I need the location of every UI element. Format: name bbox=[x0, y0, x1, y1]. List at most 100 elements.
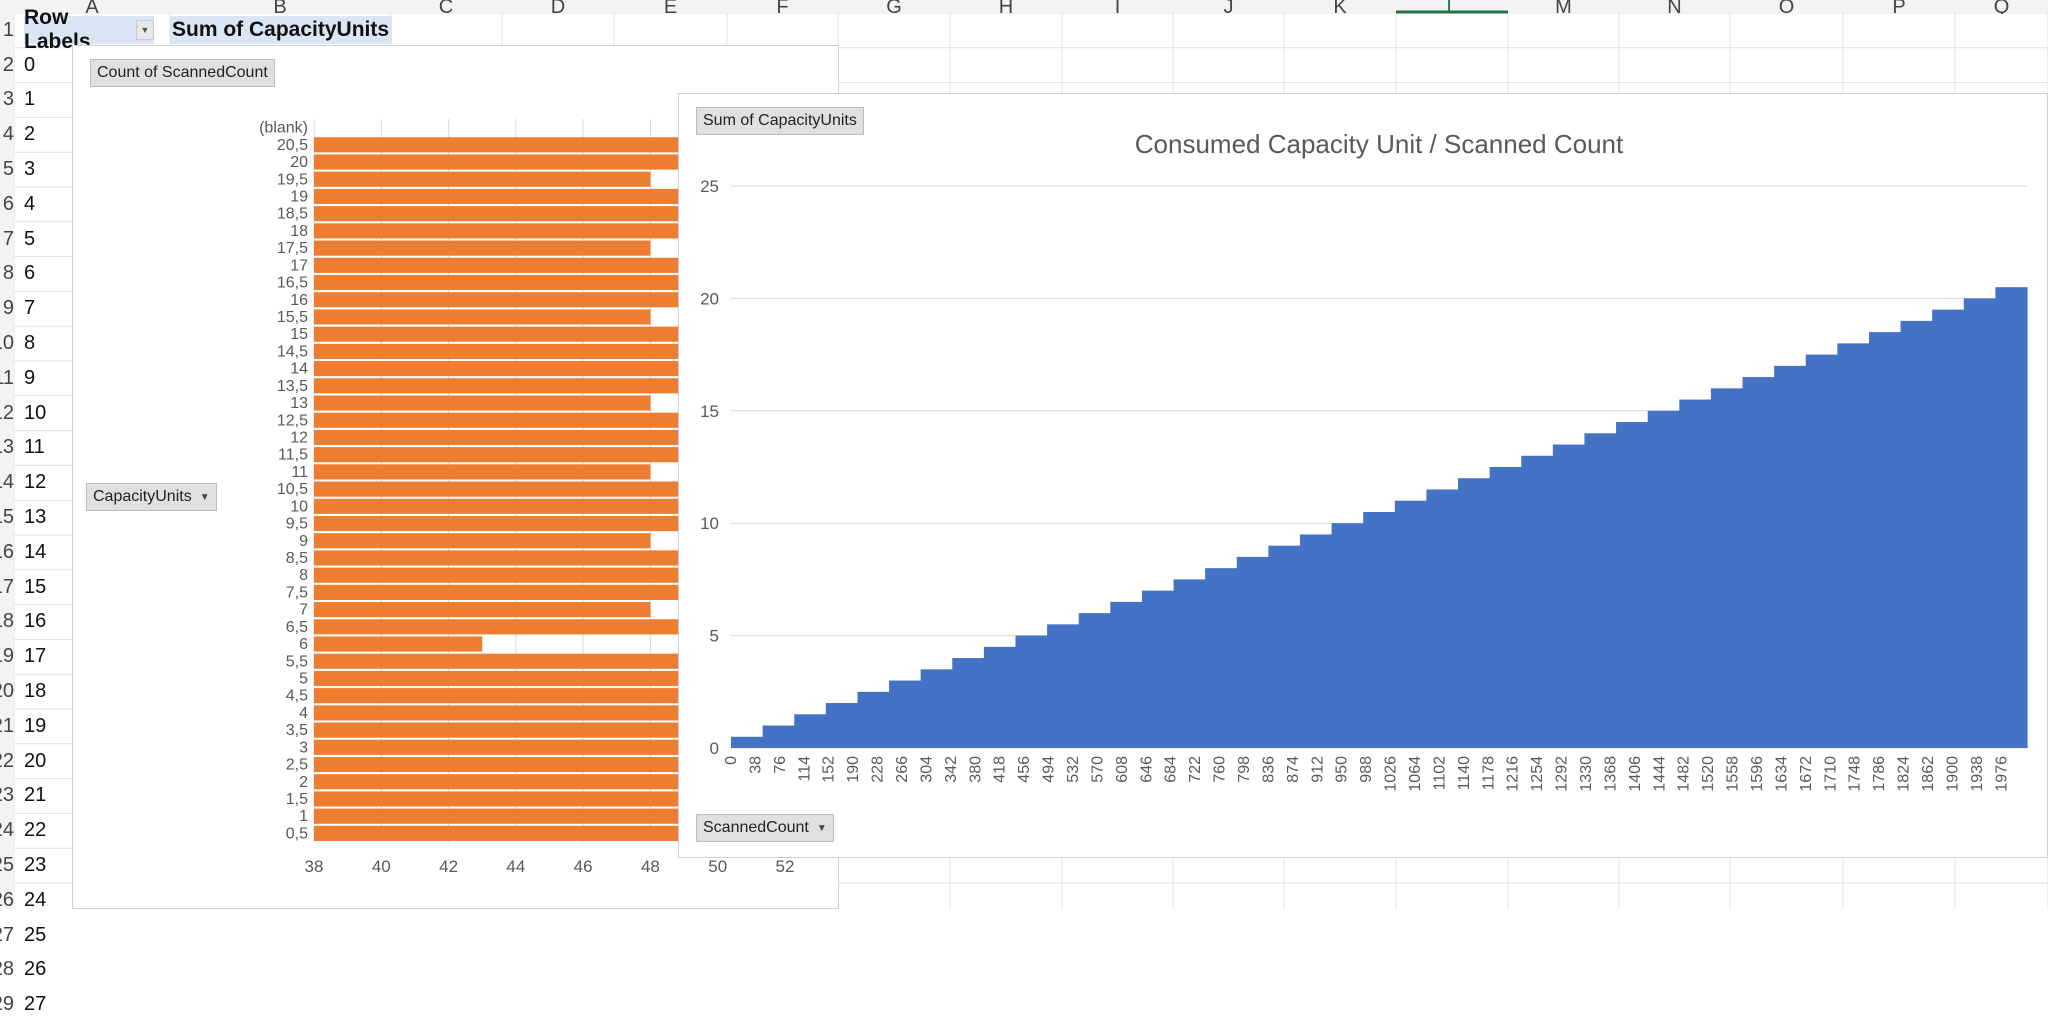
pivot-row-label[interactable]: 13 bbox=[24, 506, 47, 529]
x-tick-label: 114 bbox=[796, 756, 813, 782]
filter-dropdown-icon[interactable]: ▼ bbox=[135, 20, 154, 40]
x-tick-label: 1444 bbox=[1651, 756, 1668, 792]
area-step-25 bbox=[1521, 455, 1554, 748]
row-header[interactable]: 24 bbox=[0, 819, 14, 842]
row-header[interactable]: 29 bbox=[0, 993, 14, 1016]
pivot-sum-header[interactable]: Sum of CapacityUnits bbox=[170, 16, 392, 44]
pivot-row-label[interactable]: 8 bbox=[24, 332, 36, 355]
bar-5,5 bbox=[314, 653, 685, 669]
row-header[interactable]: 5 bbox=[2, 158, 14, 181]
category-tick-label: 8,5 bbox=[286, 550, 308, 567]
column-header-a[interactable]: A bbox=[85, 0, 99, 14]
pivot-row-label[interactable]: 12 bbox=[24, 471, 47, 494]
bar-6,5 bbox=[314, 619, 685, 635]
pivot-row-label[interactable]: 10 bbox=[24, 401, 47, 424]
column-header-f[interactable]: F bbox=[776, 0, 789, 14]
pivot-row-label[interactable]: 2 bbox=[24, 123, 36, 146]
column-header-m[interactable]: M bbox=[1555, 0, 1572, 14]
area-step-11 bbox=[1078, 613, 1111, 748]
count-of-scannedcount-button[interactable]: Count of ScannedCount bbox=[90, 59, 275, 87]
row-header[interactable]: 6 bbox=[2, 192, 14, 215]
row-header[interactable]: 4 bbox=[2, 123, 14, 146]
column-header-i[interactable]: I bbox=[1114, 0, 1121, 14]
row-header[interactable]: 16 bbox=[0, 540, 14, 563]
pivot-row-label[interactable]: 25 bbox=[24, 923, 47, 946]
column-header-b[interactable]: B bbox=[273, 0, 287, 14]
column-header-l[interactable]: L bbox=[1446, 0, 1458, 14]
pivot-row-label[interactable]: 7 bbox=[24, 297, 36, 320]
area-step-17 bbox=[1268, 545, 1301, 748]
row-header[interactable]: 23 bbox=[0, 784, 14, 807]
pivot-row-label[interactable]: 9 bbox=[24, 366, 36, 389]
row-header[interactable]: 26 bbox=[0, 888, 14, 911]
x-tick-label: 1254 bbox=[1529, 756, 1546, 792]
row-header[interactable]: 8 bbox=[2, 262, 14, 285]
pivot-row-label[interactable]: 22 bbox=[24, 819, 47, 842]
pivot-row-label[interactable]: 18 bbox=[24, 680, 47, 703]
row-header[interactable]: 7 bbox=[2, 227, 14, 250]
pivot-row-label[interactable]: 26 bbox=[24, 958, 47, 981]
row-header[interactable]: 14 bbox=[0, 471, 14, 494]
row-header[interactable]: 11 bbox=[0, 366, 14, 389]
pivot-row-label[interactable]: 5 bbox=[24, 227, 36, 250]
category-tick-label: 18,5 bbox=[277, 206, 308, 223]
pivot-row-label[interactable]: 14 bbox=[24, 540, 47, 563]
consumed-capacity-area-chart[interactable]: Sum of CapacityUnits ScannedCount ▼ Cons… bbox=[678, 93, 2048, 858]
y-tick-label: 5 bbox=[710, 627, 719, 646]
column-header-p[interactable]: P bbox=[1892, 0, 1906, 14]
pivot-row-label[interactable]: 21 bbox=[24, 784, 47, 807]
row-header[interactable]: 27 bbox=[0, 923, 14, 946]
category-tick-label: 11 bbox=[291, 464, 308, 481]
column-header-g[interactable]: G bbox=[886, 0, 902, 14]
column-header-c[interactable]: C bbox=[438, 0, 454, 14]
pivot-row-label[interactable]: 16 bbox=[24, 610, 47, 633]
row-header[interactable]: 2 bbox=[2, 53, 14, 76]
pivot-row-label[interactable]: 24 bbox=[24, 888, 47, 911]
row-header[interactable]: 19 bbox=[0, 645, 14, 668]
pivot-row-label[interactable]: 17 bbox=[24, 645, 47, 668]
row-header[interactable]: 15 bbox=[0, 506, 14, 529]
category-tick-label: 3 bbox=[299, 739, 308, 756]
bar-12,5 bbox=[314, 412, 685, 428]
pivot-row-label[interactable]: 3 bbox=[24, 158, 36, 181]
column-header-h[interactable]: H bbox=[998, 0, 1014, 14]
row-header[interactable]: 17 bbox=[0, 575, 14, 598]
row-header[interactable]: 10 bbox=[0, 332, 14, 355]
scannedcount-axis-button[interactable]: ScannedCount ▼ bbox=[696, 814, 834, 842]
column-header-k[interactable]: K bbox=[1333, 0, 1347, 14]
bar-14 bbox=[314, 361, 685, 377]
pivot-row-label[interactable]: 11 bbox=[24, 436, 45, 459]
column-header-e[interactable]: E bbox=[663, 0, 678, 14]
row-header[interactable]: 25 bbox=[0, 854, 14, 877]
column-header-o[interactable]: O bbox=[1778, 0, 1795, 14]
value-field-label: Sum of CapacityUnits bbox=[703, 112, 857, 129]
pivot-row-label[interactable]: 15 bbox=[24, 575, 47, 598]
pivot-row-labels-header[interactable]: Row Labels ▼ bbox=[24, 6, 154, 53]
row-header[interactable]: 1 bbox=[2, 18, 14, 41]
column-header-d[interactable]: D bbox=[550, 0, 566, 14]
row-header[interactable]: 22 bbox=[0, 749, 14, 772]
pivot-row-label[interactable]: 1 bbox=[24, 88, 36, 111]
pivot-row-label[interactable]: 0 bbox=[24, 53, 36, 76]
area-step-8 bbox=[983, 646, 1017, 748]
row-header[interactable]: 13 bbox=[0, 436, 14, 459]
x-tick-label: 0 bbox=[723, 756, 740, 765]
row-header[interactable]: 20 bbox=[0, 680, 14, 703]
row-header[interactable]: 12 bbox=[0, 401, 14, 424]
row-header[interactable]: 3 bbox=[2, 88, 14, 111]
row-header[interactable]: 18 bbox=[0, 610, 14, 633]
row-header[interactable]: 21 bbox=[0, 714, 14, 737]
row-header[interactable]: 9 bbox=[2, 297, 14, 320]
row-header[interactable]: 28 bbox=[0, 958, 14, 981]
pivot-row-label[interactable]: 4 bbox=[24, 192, 36, 215]
pivot-row-label[interactable]: 6 bbox=[24, 262, 36, 285]
column-header-q[interactable]: Q bbox=[1993, 0, 2010, 14]
column-header-j[interactable]: J bbox=[1223, 0, 1234, 14]
column-header-n[interactable]: N bbox=[1667, 0, 1682, 14]
pivot-row-label[interactable]: 27 bbox=[24, 993, 47, 1016]
pivot-row-label[interactable]: 19 bbox=[24, 714, 47, 737]
pivot-row-label[interactable]: 20 bbox=[24, 749, 47, 772]
pivot-row-label[interactable]: 23 bbox=[24, 854, 47, 877]
capacityunits-axis-button[interactable]: CapacityUnits ▼ bbox=[86, 483, 217, 511]
sum-of-capacityunits-button[interactable]: Sum of CapacityUnits bbox=[696, 107, 864, 135]
